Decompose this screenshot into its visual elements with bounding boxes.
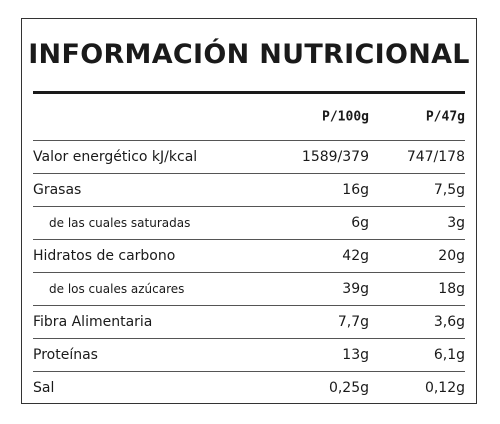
cell-value: 20g <box>438 248 465 264</box>
cell-value: 16g <box>342 182 369 198</box>
table-row: Valor energético kJ/kcal 1589/379 747/178 <box>33 141 465 174</box>
cell-value: 13g <box>342 347 369 363</box>
row-label: Proteínas <box>33 347 98 363</box>
nutrition-table: P/100g P/47g Valor energético kJ/kcal 1589/… <box>33 94 465 404</box>
cell-value: 7,7g <box>337 314 369 330</box>
column-header: P/47g <box>425 109 465 125</box>
sub-row: de las cuales saturadas 6g 3g <box>33 207 465 240</box>
row-label: de las cuales saturadas <box>49 216 191 230</box>
header-row: P/100g P/47g <box>33 94 465 141</box>
column-header: P/100g <box>322 109 369 125</box>
cell-value: 39g <box>342 281 369 297</box>
cell-value: 3g <box>447 215 465 231</box>
row-label: de los cuales azúcares <box>49 282 185 296</box>
cell-value: 6g <box>351 215 369 231</box>
cell-value: 6,1g <box>433 347 465 363</box>
table-row: Hidratos de carbono 42g 20g <box>33 240 465 273</box>
table-row: Fibra Alimentaria 7,7g 3,6g <box>33 306 465 339</box>
row-label: Hidratos de carbono <box>33 248 176 264</box>
cell-value: 3,6g <box>433 314 465 330</box>
row-label: Fibra Alimentaria <box>33 314 153 330</box>
table-row: Sal 0,25g 0,12g <box>33 372 465 404</box>
title-rule <box>33 91 465 94</box>
cell-value: 1589/379 <box>301 149 369 165</box>
cell-value: 7,5g <box>433 182 465 198</box>
cell-value: 0,25g <box>328 380 369 396</box>
row-label: Grasas <box>33 182 82 198</box>
cell-value: 18g <box>438 281 465 297</box>
table-row: Proteínas 13g 6,1g <box>33 339 465 372</box>
row-label: Sal <box>33 380 55 396</box>
cell-value: 747/178 <box>406 149 465 165</box>
title: INFORMACIÓN NUTRICIONAL <box>28 39 470 70</box>
cell-value: 0,12g <box>424 380 465 396</box>
sub-row: de los cuales azúcares 39g 18g <box>33 273 465 306</box>
row-label: Valor energético kJ/kcal <box>33 149 198 165</box>
nutrition-label: INFORMACIÓN NUTRICIONAL P/100g P/47g Valor… <box>21 18 477 404</box>
cell-value: 42g <box>342 248 369 264</box>
table-row: Grasas 16g 7,5g <box>33 174 465 207</box>
